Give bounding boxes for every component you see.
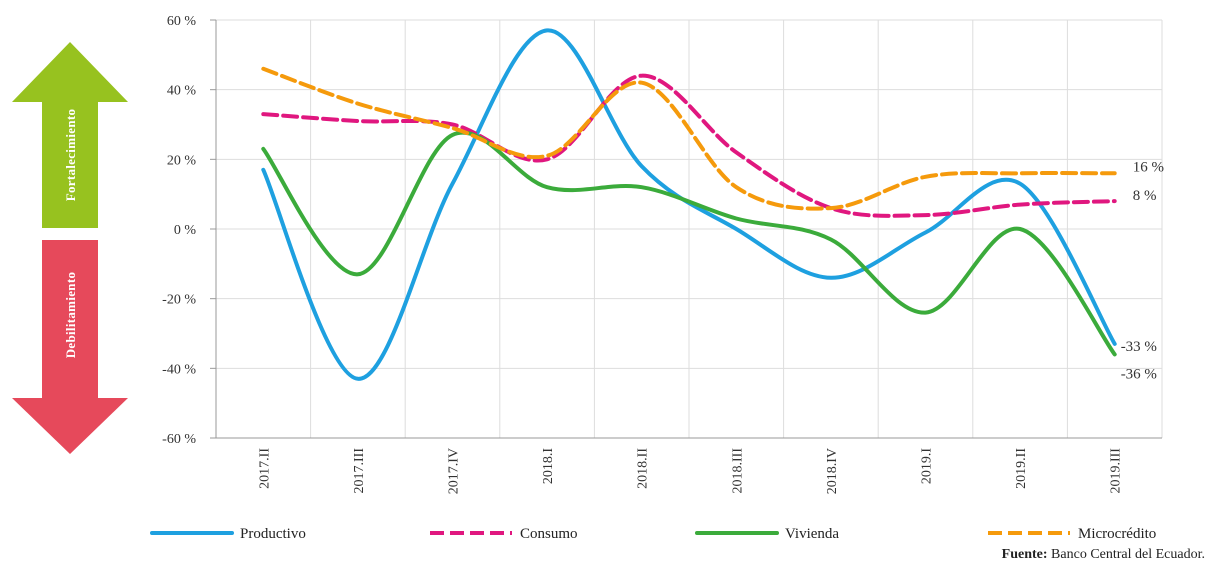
legend-label: Productivo xyxy=(240,526,306,542)
x-tick-label: 2017.IV xyxy=(447,448,462,494)
series-line-vivienda xyxy=(261,130,1117,357)
arrow-up-label: Fortalecimiento xyxy=(63,109,78,202)
arrow-up: Fortalecimiento xyxy=(12,42,128,228)
end-labels: 16 % 8 % -33 % -36 % xyxy=(1121,159,1164,382)
legend-label: Microcrédito xyxy=(1078,526,1156,542)
legend-label: Consumo xyxy=(520,526,578,542)
axes: -60 % -40 % -20 % 0 % 20 % 40 % 60 % 2017.II 201… xyxy=(162,14,1162,494)
arrow-up-shape xyxy=(12,42,128,228)
y-tick-label: 0 % xyxy=(174,223,197,238)
series-line-productivo xyxy=(261,28,1117,381)
y-tick-label: 60 % xyxy=(167,14,197,29)
x-tick-label: 2019.II xyxy=(1014,448,1029,489)
y-tick-label: -60 % xyxy=(162,432,196,447)
legend-label: Vivienda xyxy=(785,526,839,542)
end-label: 8 % xyxy=(1133,188,1157,204)
source-note: Fuente: Banco Central del Ecuador. xyxy=(1002,547,1205,563)
source-label: Fuente: xyxy=(1001,547,1048,562)
x-tick-label: 2019.III xyxy=(1109,448,1124,494)
x-tick-label: 2018.II xyxy=(636,448,651,489)
series-line-consumo xyxy=(261,73,1117,218)
x-tick-label: 2018.I xyxy=(541,448,556,485)
arrow-down-label: Debilitamiento xyxy=(63,272,78,359)
end-label: -33 % xyxy=(1121,339,1157,355)
arrow-down-shape xyxy=(12,240,128,454)
x-tick-label: 2018.III xyxy=(730,448,745,494)
y-tick-label: 40 % xyxy=(167,84,197,99)
series-lines xyxy=(261,28,1117,381)
x-tick-label: 2018.IV xyxy=(825,448,840,494)
source-text: Banco Central del Ecuador. xyxy=(1047,547,1205,562)
y-tick-label: 20 % xyxy=(167,153,197,168)
x-tick-label: 2017.II xyxy=(257,448,272,489)
legend: Productivo Consumo Vivienda Microcrédito xyxy=(150,526,1156,542)
end-label: 16 % xyxy=(1133,159,1164,175)
x-tick-label: 2019.I xyxy=(920,448,935,485)
end-label: -36 % xyxy=(1121,366,1157,382)
x-tick-label: 2017.III xyxy=(352,448,367,494)
series-line-microcredito xyxy=(261,66,1117,211)
arrow-down: Debilitamiento xyxy=(12,240,128,454)
y-tick-label: -40 % xyxy=(162,362,196,377)
y-tick-label: -20 % xyxy=(162,293,196,308)
